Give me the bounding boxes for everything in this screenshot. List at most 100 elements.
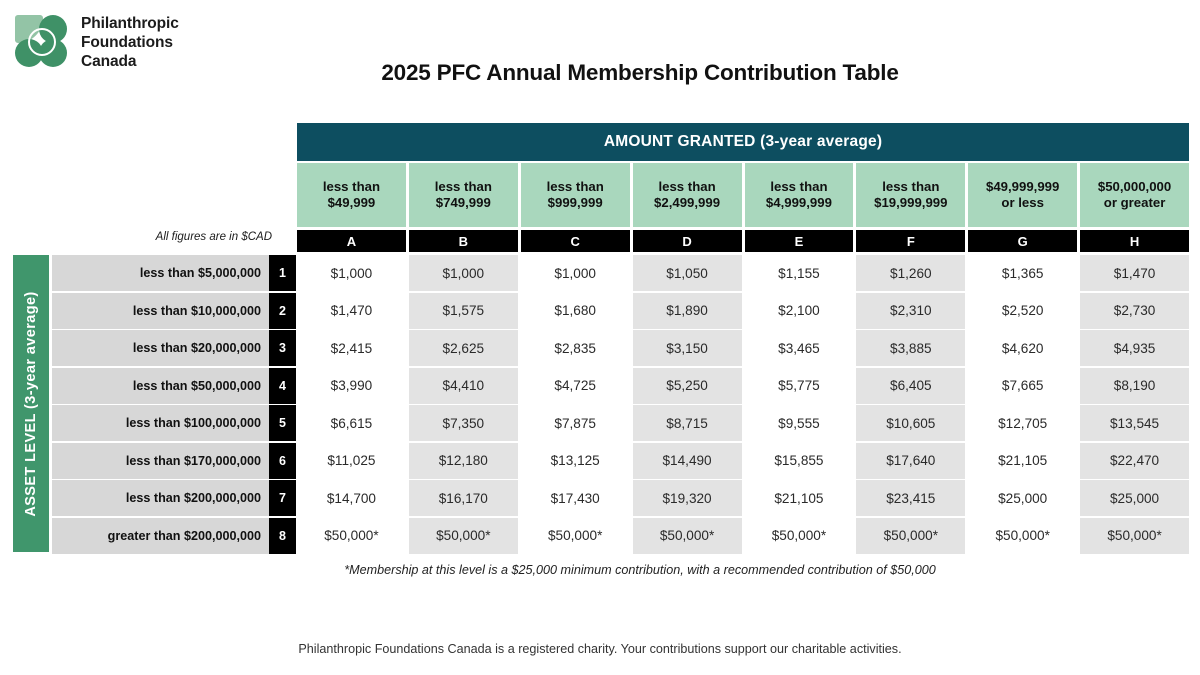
column-header-line-2: $4,999,999: [765, 195, 832, 210]
asset-level-row-label: less than $20,000,000: [52, 330, 269, 366]
table-cell-g2: $2,520: [968, 292, 1078, 329]
table-cell-e3: $3,465: [744, 330, 854, 366]
row-label-line: less than $20,000,000 3: [52, 330, 296, 366]
table-cell-b2: $1,575: [408, 292, 518, 329]
table-cell-g8: $50,000*: [968, 517, 1078, 554]
asset-level-row-number: 8: [269, 517, 296, 554]
brand-name-line-3: Canada: [81, 53, 137, 71]
table-cell-a6: $11,025: [297, 442, 406, 479]
table-row: $1,470 $1,575 $1,680 $1,890 $2,100 $2,310 $2,5…: [297, 292, 1189, 329]
asset-level-row-label: less than $10,000,000: [52, 292, 269, 329]
asset-level-row-number: 7: [269, 480, 296, 516]
table-cell-d3: $3,150: [632, 330, 742, 366]
table-row: $6,615 $7,350 $7,875 $8,715 $9,555 $10,605 $12…: [297, 405, 1189, 441]
table-cell-h7: $25,000: [1080, 480, 1189, 516]
column-header-row: less than $49,999 less than $749,999 less th…: [297, 163, 1189, 227]
table-cell-a4: $3,990: [297, 367, 406, 404]
asset-level-row-number: 5: [269, 405, 296, 441]
column-header-line-1: less than: [658, 178, 716, 194]
column-header-d: less than $2,499,999: [632, 163, 742, 227]
table-cell-d7: $19,320: [632, 480, 742, 516]
table-row: $50,000* $50,000* $50,000* $50,000* $50,000*…: [297, 517, 1189, 554]
table-cell-h2: $2,730: [1080, 292, 1189, 329]
table-cell-e6: $15,855: [744, 442, 854, 479]
table-cell-d5: $8,715: [632, 405, 742, 441]
table-cell-c6: $13,125: [520, 442, 630, 479]
table-cell-d6: $14,490: [632, 442, 742, 479]
table-row: $1,000 $1,000 $1,000 $1,050 $1,155 $1,260 $1,3…: [297, 255, 1189, 291]
table-cell-c1: $1,000: [520, 255, 630, 291]
column-header-e: less than $4,999,999: [744, 163, 854, 227]
table-cell-f6: $17,640: [856, 442, 966, 479]
table-row: $2,415 $2,625 $2,835 $3,150 $3,465 $3,885 $4,6…: [297, 330, 1189, 366]
table-cell-d2: $1,890: [632, 292, 742, 329]
column-header-line-1: less than: [546, 178, 604, 194]
column-header-c: less than $999,999: [520, 163, 630, 227]
table-cell-c4: $4,725: [520, 367, 630, 404]
row-label-line: less than $10,000,000 2: [52, 292, 296, 329]
asset-level-rail: ASSET LEVEL (3-year average): [13, 255, 49, 552]
column-header-f: less than $19,999,999: [856, 163, 966, 227]
column-header-a: less than $49,999: [297, 163, 406, 227]
column-header-line-2: $49,999: [327, 195, 376, 210]
asset-level-row-number: 3: [269, 330, 296, 366]
table-cell-c3: $2,835: [520, 330, 630, 366]
table-cell-b3: $2,625: [408, 330, 518, 366]
table-cell-f2: $2,310: [856, 292, 966, 329]
table-cell-a3: $2,415: [297, 330, 406, 366]
table-cell-e2: $2,100: [744, 292, 854, 329]
asset-level-row-label: less than $200,000,000: [52, 480, 269, 516]
table-cell-g5: $12,705: [968, 405, 1078, 441]
table-cell-e4: $5,775: [744, 367, 854, 404]
column-letter-a: A: [297, 230, 406, 252]
table-cell-e5: $9,555: [744, 405, 854, 441]
table-cell-h1: $1,470: [1080, 255, 1189, 291]
table-cell-f7: $23,415: [856, 480, 966, 516]
table-row: $3,990 $4,410 $4,725 $5,250 $5,775 $6,405 $7,6…: [297, 367, 1189, 404]
column-header-b: less than $749,999: [408, 163, 518, 227]
column-header-line-2: $19,999,999: [874, 195, 948, 210]
asset-level-row-label: less than $50,000,000: [52, 367, 269, 404]
table-cell-g4: $7,665: [968, 367, 1078, 404]
table-cell-h8: $50,000*: [1080, 517, 1189, 554]
row-label-line: less than $100,000,000 5: [52, 405, 296, 441]
column-header-line-1: less than: [770, 178, 828, 194]
table-cell-h5: $13,545: [1080, 405, 1189, 441]
table-cell-h4: $8,190: [1080, 367, 1189, 404]
currency-note: All figures are in $CAD: [155, 231, 272, 243]
brand-name: Philanthropic Foundations Canada: [81, 14, 179, 71]
column-letter-c: C: [520, 230, 630, 252]
column-header-line-2: or greater: [1103, 195, 1166, 210]
table-cell-b6: $12,180: [408, 442, 518, 479]
table-cell-c2: $1,680: [520, 292, 630, 329]
brand-logo: Philanthropic Foundations Canada: [15, 14, 179, 71]
column-letter-h: H: [1080, 230, 1189, 252]
table-cell-g6: $21,105: [968, 442, 1078, 479]
table-cell-g1: $1,365: [968, 255, 1078, 291]
table-cell-h3: $4,935: [1080, 330, 1189, 366]
table-footnote-text: *Membership at this level is a $25,000 m…: [344, 563, 936, 577]
table-row: $11,025 $12,180 $13,125 $14,490 $15,855 $17,6…: [297, 442, 1189, 479]
row-label-line: less than $5,000,000 1: [52, 255, 296, 291]
column-header-line-1: $49,999,999: [986, 178, 1060, 194]
table-cell-b4: $4,410: [408, 367, 518, 404]
column-header-line-1: less than: [322, 178, 381, 194]
data-grid: $1,000 $1,000 $1,000 $1,050 $1,155 $1,260 $1,3…: [297, 255, 1189, 555]
table-cell-e8: $50,000*: [744, 517, 854, 554]
row-label-line: less than $200,000,000 7: [52, 480, 296, 516]
row-label-line: less than $170,000,000 6: [52, 442, 296, 479]
table-cell-a8: $50,000*: [297, 517, 406, 554]
column-header-line-1: less than: [882, 178, 940, 194]
table-cell-b7: $16,170: [408, 480, 518, 516]
table-footnote: *Membership at this level is a $25,000 m…: [0, 563, 1200, 577]
table-cell-h6: $22,470: [1080, 442, 1189, 479]
table-cell-a7: $14,700: [297, 480, 406, 516]
column-header-line-2: $2,499,999: [654, 195, 721, 210]
table-cell-b1: $1,000: [408, 255, 518, 291]
column-header-line-2: or less: [1001, 195, 1044, 210]
column-header-g: $49,999,999 or less: [968, 163, 1078, 227]
page-title-text: 2025 PFC Annual Membership Contribution …: [381, 60, 899, 85]
table-cell-f1: $1,260: [856, 255, 966, 291]
